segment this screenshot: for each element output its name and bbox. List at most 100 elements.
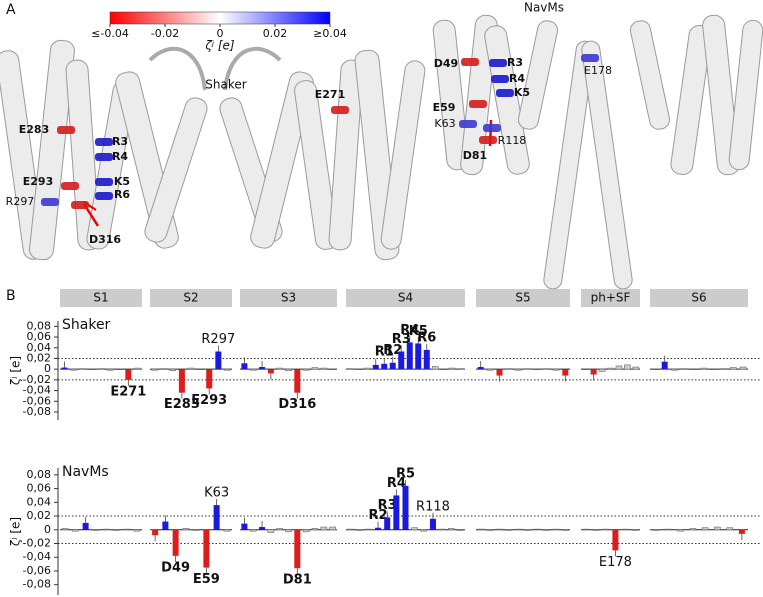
bar xyxy=(133,529,141,532)
residue-label: E283 xyxy=(19,123,49,136)
bar xyxy=(169,368,177,372)
bar xyxy=(457,529,464,531)
bar xyxy=(249,368,257,371)
bar xyxy=(700,367,708,370)
bar xyxy=(514,368,522,371)
residue-label: R297 xyxy=(6,195,35,208)
bar xyxy=(178,369,185,393)
segment-header xyxy=(346,289,465,307)
bar xyxy=(356,529,364,531)
bar xyxy=(561,529,569,531)
bar xyxy=(70,368,77,371)
bar xyxy=(652,529,660,531)
y-tick-label: 0,08 xyxy=(27,319,52,332)
bar xyxy=(320,367,328,370)
bar xyxy=(739,366,747,370)
bar xyxy=(632,366,640,370)
bar xyxy=(612,529,619,551)
bar xyxy=(152,529,159,536)
bar xyxy=(448,367,456,370)
side-chain xyxy=(95,153,113,161)
bar xyxy=(738,529,745,534)
y-tick-label: -0,06 xyxy=(23,564,51,577)
segment-label: S3 xyxy=(281,291,296,305)
bar xyxy=(192,529,200,531)
bar xyxy=(113,529,120,531)
bar xyxy=(355,368,363,370)
y-tick-label: -0,02 xyxy=(23,537,51,550)
colorbar-label: ζʲ [e] xyxy=(204,39,235,53)
bar xyxy=(267,369,274,374)
bar xyxy=(187,367,195,370)
bar xyxy=(294,369,301,393)
y-tick-label: 0,02 xyxy=(27,509,52,522)
side-chain xyxy=(41,198,59,206)
chart-title: Shaker xyxy=(62,317,111,333)
bar xyxy=(375,527,382,530)
y-tick-label: 0,04 xyxy=(27,341,52,354)
navms-structure xyxy=(432,14,763,290)
segment-label: S1 xyxy=(93,291,108,305)
residue-label: K5 xyxy=(514,86,530,99)
side-chain xyxy=(581,54,599,62)
bar xyxy=(710,368,718,370)
y-tick-label: 0,02 xyxy=(27,351,52,364)
bar-label: E178 xyxy=(599,555,632,570)
colorbar-tick-label: ≤-0.04 xyxy=(91,27,129,40)
bar xyxy=(431,366,439,370)
bar xyxy=(477,528,485,531)
residue-label: R6 xyxy=(114,188,130,201)
bar-label: R3 xyxy=(392,332,411,347)
bar xyxy=(151,368,158,371)
bar xyxy=(88,368,96,370)
bar-label: E293 xyxy=(191,393,227,408)
bar xyxy=(720,368,727,370)
bar xyxy=(97,368,105,370)
colorbar-tick-label: -0.02 xyxy=(151,27,179,40)
bar xyxy=(389,362,396,370)
bar xyxy=(393,495,400,530)
segment-header xyxy=(650,289,748,307)
bar xyxy=(302,529,310,533)
y-tick-label: -0,02 xyxy=(23,373,51,386)
side-chain xyxy=(461,58,479,66)
bar xyxy=(411,527,418,531)
bar xyxy=(631,529,639,531)
residue-label: R3 xyxy=(112,135,128,148)
side-chain xyxy=(496,89,514,97)
segment-label: ph+SF xyxy=(591,291,631,305)
bar xyxy=(213,505,220,530)
y-axis-label: ζʲ [e] xyxy=(9,356,23,385)
bar xyxy=(372,364,379,370)
bar xyxy=(729,367,737,370)
bar xyxy=(311,367,319,370)
bar-label: E59 xyxy=(193,572,220,587)
bar xyxy=(241,363,248,370)
bar xyxy=(447,528,455,531)
bar xyxy=(552,368,560,371)
bar xyxy=(311,528,319,531)
bar-label: R2 xyxy=(383,343,402,358)
bar xyxy=(276,367,283,370)
bar xyxy=(285,368,292,372)
bar xyxy=(505,368,513,370)
y-tick-label: -0,08 xyxy=(23,578,51,591)
structure-title: NavMs xyxy=(524,1,564,15)
bar xyxy=(402,485,409,530)
segment-header xyxy=(240,289,337,307)
segment-header xyxy=(60,289,142,307)
bar xyxy=(457,368,465,370)
bar xyxy=(106,368,114,371)
side-chain xyxy=(469,100,487,108)
colorbar xyxy=(109,11,331,25)
panel-label: B xyxy=(6,288,16,304)
bar xyxy=(533,528,541,531)
segment-label: S6 xyxy=(691,291,706,305)
bar xyxy=(381,363,388,370)
residue-label: E293 xyxy=(23,175,53,188)
bar xyxy=(552,528,560,531)
residue-label: R4 xyxy=(112,150,128,163)
bar xyxy=(294,529,301,569)
bar xyxy=(259,367,266,370)
y-tick-label: -0,04 xyxy=(23,550,51,563)
